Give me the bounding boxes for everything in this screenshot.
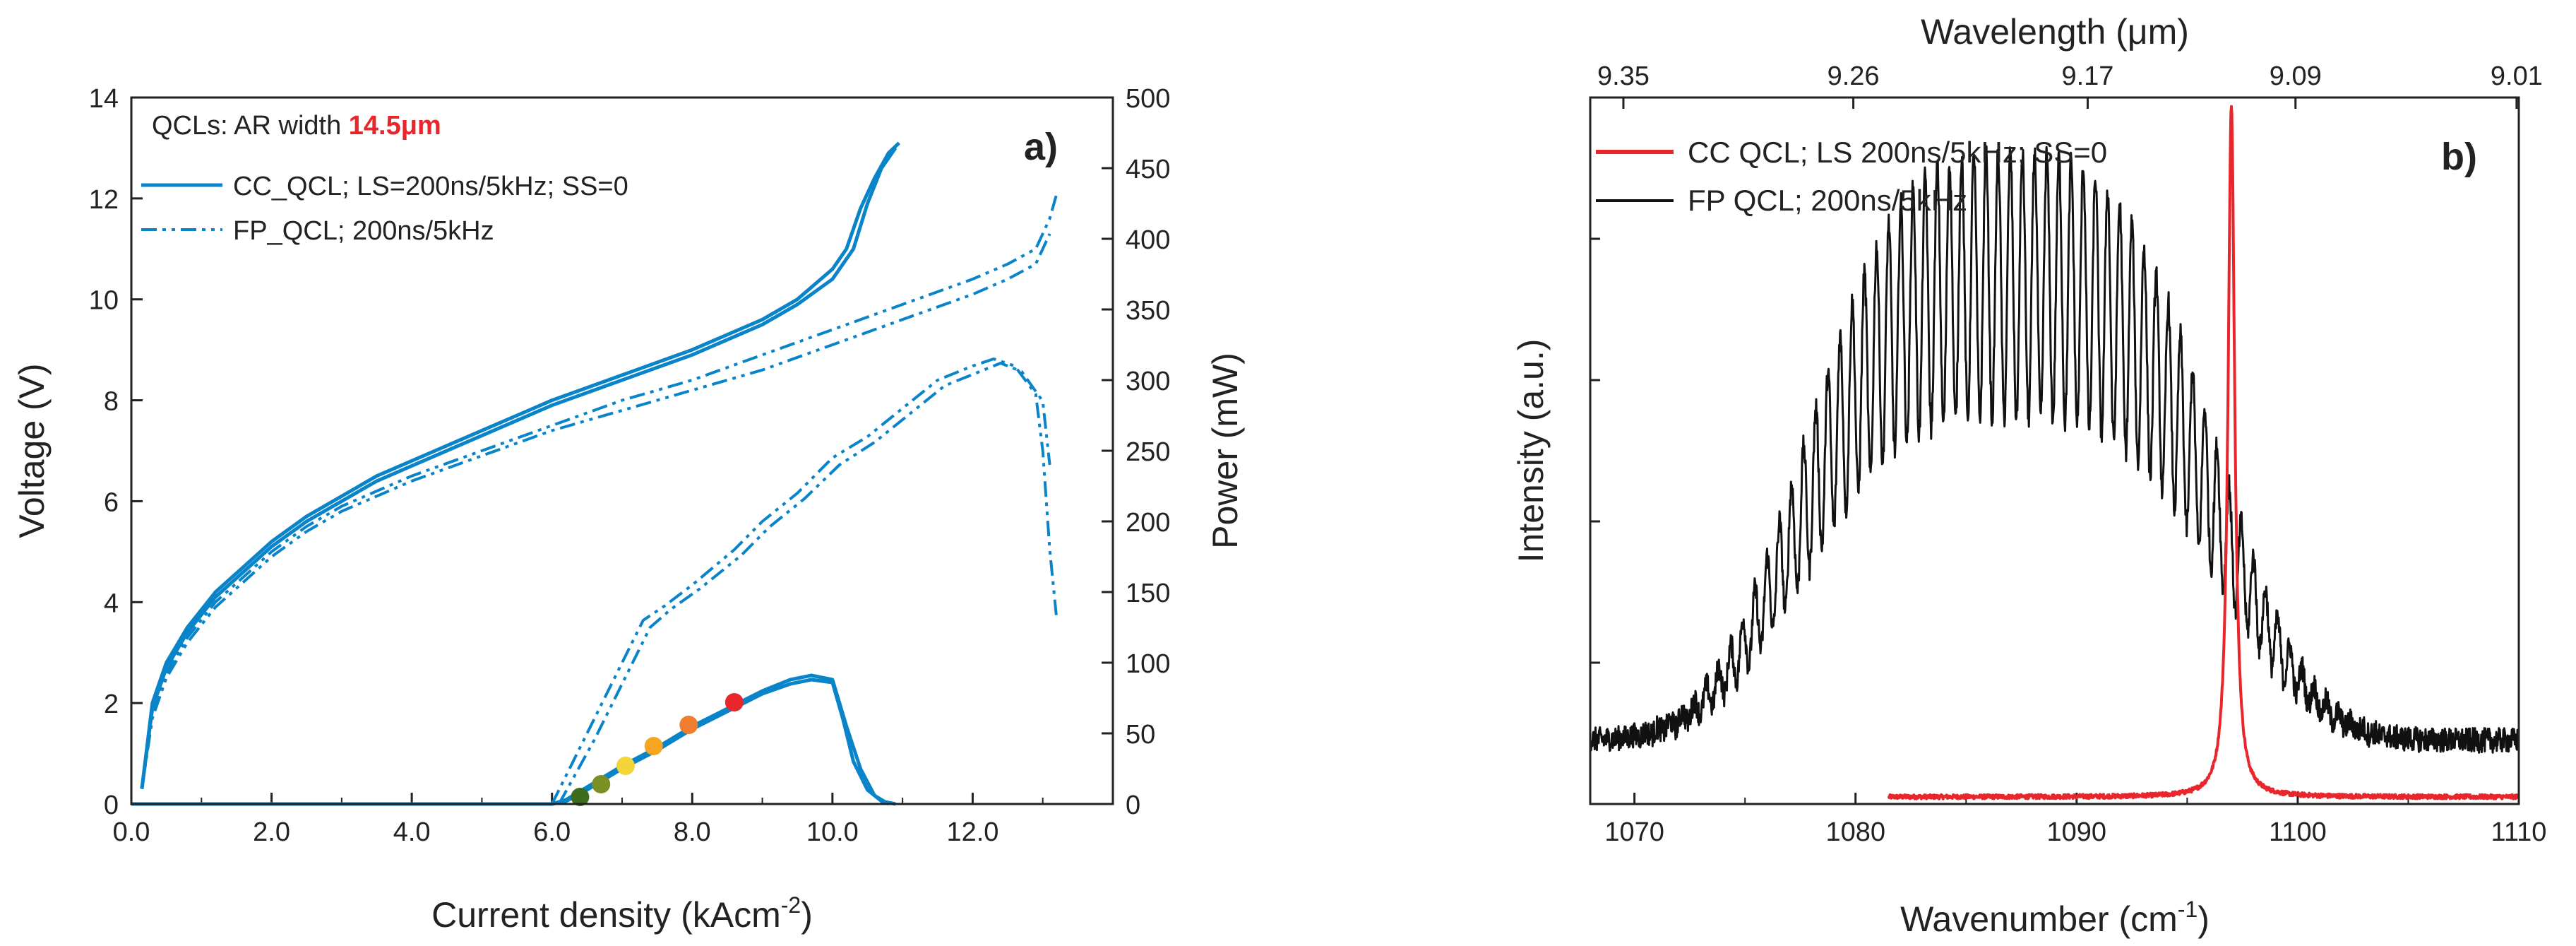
panel-a-y2tick-label: 150	[1126, 579, 1170, 608]
panel-a-xtick-label: 4.0	[393, 817, 431, 847]
panel-b-series-0	[1887, 105, 2520, 800]
panel-a-series-1	[140, 146, 898, 789]
panel-a-ticks: 0.0 2.0 4.0 6.0 8.0 10.0 12.0 0 2 4 6 8 10 12 14 0 50 100…	[89, 84, 1171, 847]
panel-b-series	[1589, 105, 2520, 800]
panel-a-marker-1	[592, 775, 611, 793]
panel-a-ylabel: Voltage (V)	[12, 363, 52, 538]
panel-a-series-3	[131, 673, 890, 806]
panel-b-top-xlabel: Wavelength (μm)	[1921, 12, 2189, 52]
panel-a-markers	[571, 693, 744, 806]
panel-a-marker-5	[724, 693, 744, 711]
panel-a-y2tick-label: 250	[1126, 437, 1170, 467]
panel-a-ytick-label: 12	[89, 185, 119, 215]
panel-a-xtick-label: 2.0	[253, 817, 290, 847]
panel-a-series-0	[140, 141, 900, 789]
panel-b-xtick-label: 1100	[2269, 817, 2327, 847]
panel-b-ticks: 1070 1080 1090 1100 1110 9.35 9.26 9.17 9.09 9.01	[1590, 61, 2546, 847]
panel-a-ytick-label: 6	[104, 487, 119, 517]
panel-a-marker-0	[571, 788, 590, 806]
panel-b-xtick-label: 1070	[1604, 817, 1664, 847]
panel-a-marker-4	[679, 716, 698, 734]
panel-b-xtick-label: 1080	[1825, 817, 1885, 847]
panel-a-xtick-label: 12.0	[946, 817, 998, 847]
panel-b-top-xtick-label: 9.17	[2061, 61, 2113, 91]
panel-b-series-1	[1589, 145, 2520, 754]
panel-a-y2tick-label: 450	[1126, 155, 1170, 184]
panel-a-ytick-label: 0	[104, 791, 119, 820]
panel-a-annotation: QCLs: AR width 14.5μm	[152, 111, 441, 141]
panel-a-y2tick-label: 400	[1126, 225, 1170, 255]
panel-a-ytick-label: 14	[89, 84, 119, 114]
panel-a-series-5	[140, 233, 1051, 789]
panel-a-xtick-label: 0.0	[113, 817, 150, 847]
legend-label-cc: CC_QCL; LS=200ns/5kHz; SS=0	[233, 172, 628, 201]
panel-a-series-6	[550, 357, 1059, 805]
panel-a-series-4	[140, 193, 1059, 789]
panel-b-xtick-label: 1090	[2047, 817, 2107, 847]
panel-b-top-xtick-label: 9.01	[2491, 61, 2543, 91]
panel-a-xlabel: Current density (kAcm-2)	[431, 892, 813, 935]
panel-a-ytick-label: 8	[104, 387, 119, 417]
panel-b-top-xtick-label: 9.26	[1827, 61, 1880, 91]
panel-a-xtick-label: 6.0	[533, 817, 571, 847]
panel-a-ytick-label: 4	[104, 589, 119, 618]
panel-b-frame	[1589, 96, 2520, 805]
panel-b-ylabel: Intensity (a.u.)	[1511, 339, 1551, 563]
panel-b-top-xtick-label: 9.35	[1597, 61, 1650, 91]
panel-a-marker-3	[644, 737, 663, 755]
panel-b-top-xtick-label: 9.09	[2270, 61, 2322, 91]
panel-a-legend: CC_QCL; LS=200ns/5kHz; SS=0 FP_QCL; 200n…	[141, 172, 628, 246]
panel-a-series	[131, 141, 1059, 806]
panel-a-series-7	[557, 362, 1051, 805]
panel-b-legend: CC QCL; LS 200ns/5kHz; SS=0 FP QCL; 200n…	[1596, 136, 2107, 217]
panel-a: 0.0 2.0 4.0 6.0 8.0 10.0 12.0 0 2 4 6 8 10 12 14 0 50 100…	[12, 84, 1245, 935]
panel-b-label: b)	[2441, 136, 2477, 178]
panel-a-xtick-label: 8.0	[674, 817, 711, 847]
legend-label-fp-b: FP QCL; 200ns/5kHz	[1688, 184, 1967, 217]
legend-label-cc-b: CC QCL; LS 200ns/5kHz; SS=0	[1688, 136, 2107, 169]
panel-b: 1070 1080 1090 1100 1110 9.35 9.26 9.17 9.09 9.01…	[1511, 12, 2546, 939]
panel-a-y2tick-label: 350	[1126, 296, 1170, 326]
panel-a-xtick-label: 10.0	[806, 817, 859, 847]
panel-a-label: a)	[1024, 126, 1058, 168]
panel-a-marker-2	[616, 757, 635, 775]
panel-a-ytick-label: 10	[89, 286, 119, 316]
panel-b-xlabel: Wavenumber (cm-1)	[1900, 897, 2210, 939]
legend-label-fp: FP_QCL; 200ns/5kHz	[233, 216, 494, 246]
panel-a-series-2	[131, 678, 896, 806]
panel-a-y2tick-label: 500	[1126, 84, 1170, 114]
panel-a-y2tick-label: 50	[1126, 720, 1155, 750]
panel-b-xtick-label: 1110	[2491, 817, 2547, 847]
panel-a-y2tick-label: 200	[1126, 508, 1170, 538]
panel-a-y2tick-label: 0	[1126, 791, 1140, 820]
panel-a-y2label: Power (mW)	[1205, 353, 1245, 549]
panel-a-frame	[130, 96, 1114, 805]
panel-a-y2tick-label: 300	[1126, 367, 1170, 396]
panel-a-ytick-label: 2	[104, 690, 119, 719]
panel-a-y2tick-label: 100	[1126, 649, 1170, 679]
